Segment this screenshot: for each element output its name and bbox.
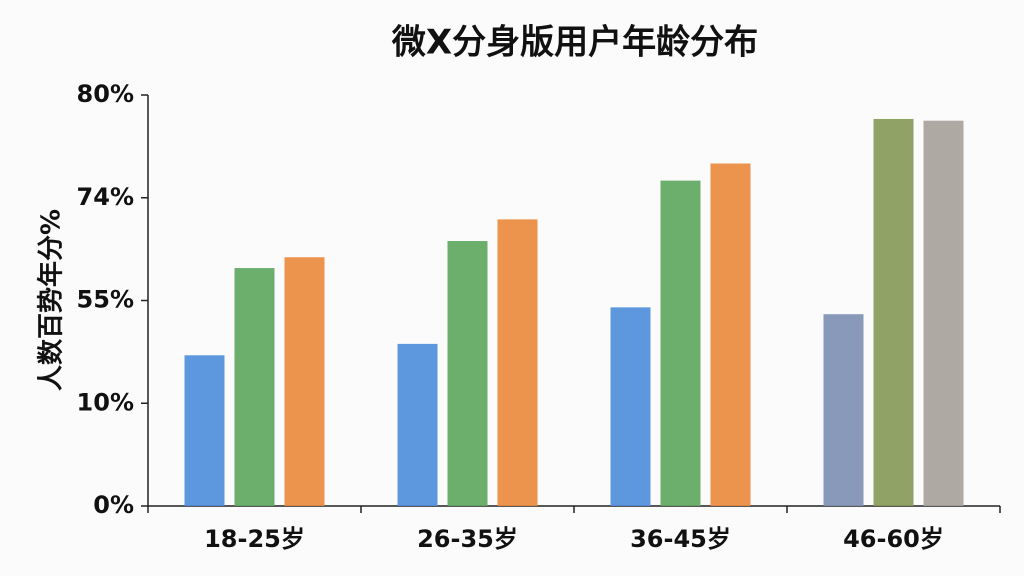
- bar: [660, 180, 701, 506]
- y-tick-label: 55%: [77, 286, 134, 314]
- bar: [184, 355, 225, 506]
- bar: [873, 118, 914, 506]
- bar: [823, 314, 864, 506]
- y-tick-label: 80%: [77, 80, 134, 108]
- x-tick-label: 26-35岁: [417, 525, 518, 553]
- y-tick-label: 10%: [77, 388, 134, 416]
- x-tick-label: 46-60岁: [843, 525, 944, 553]
- bar: [284, 257, 325, 506]
- bar: [447, 241, 488, 506]
- bar: [234, 268, 275, 506]
- bar: [497, 219, 538, 506]
- bar: [610, 307, 651, 506]
- x-tick-label: 18-25岁: [204, 525, 305, 553]
- chart-title: 微X分身版用户年龄分布: [391, 23, 758, 63]
- y-axis-label: 人数百势年分%: [36, 209, 67, 391]
- y-tick-label: 74%: [77, 183, 134, 211]
- bar: [923, 120, 964, 506]
- y-tick-label: 0%: [93, 491, 134, 519]
- bar: [397, 343, 438, 506]
- x-tick-label: 36-45岁: [630, 525, 731, 553]
- bar: [710, 163, 751, 506]
